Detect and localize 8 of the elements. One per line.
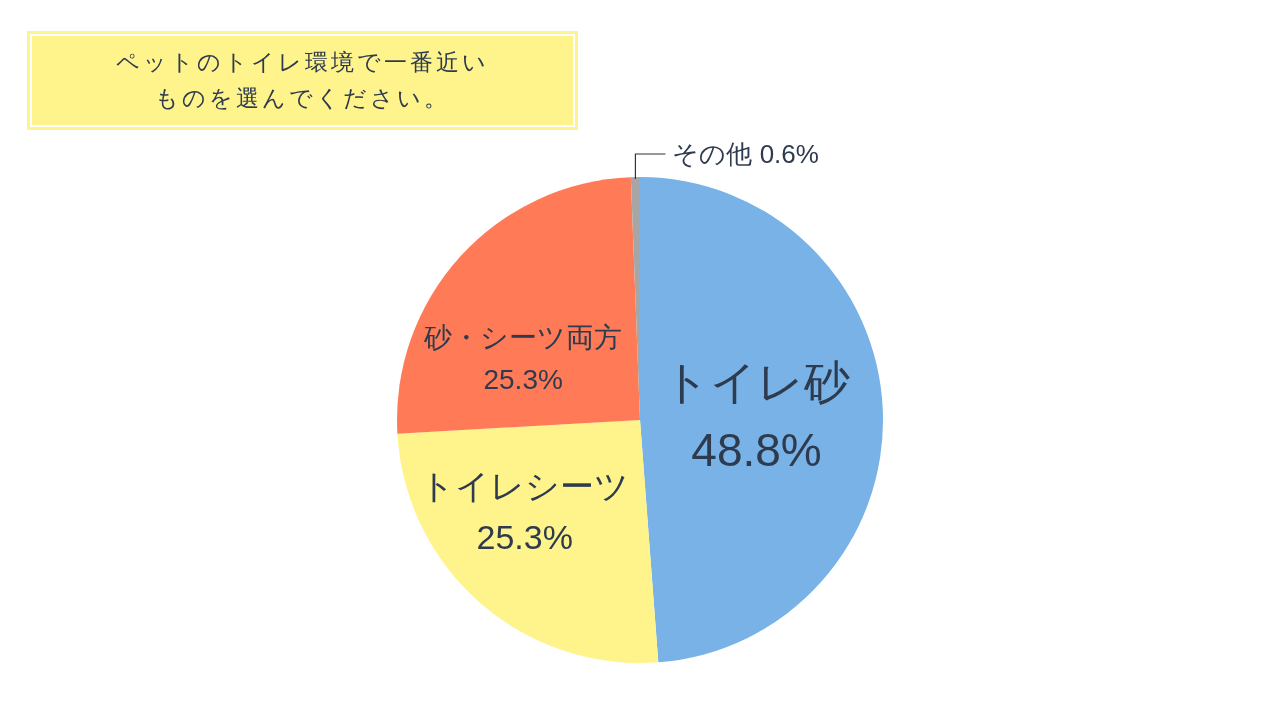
data-label: 25.3% xyxy=(476,517,573,556)
slice-label: 砂・シーツ両方 xyxy=(423,322,623,354)
data-label: 25.3% xyxy=(483,363,563,395)
slice-label: その他 0.6% xyxy=(672,139,819,169)
slice-label: トイレ砂 xyxy=(663,356,851,409)
data-label: 48.8% xyxy=(691,424,822,477)
slice-label: トイレシーツ xyxy=(420,467,630,506)
chart-title: ペットのトイレ環境で一番近いものを選んでください。 xyxy=(115,48,490,113)
